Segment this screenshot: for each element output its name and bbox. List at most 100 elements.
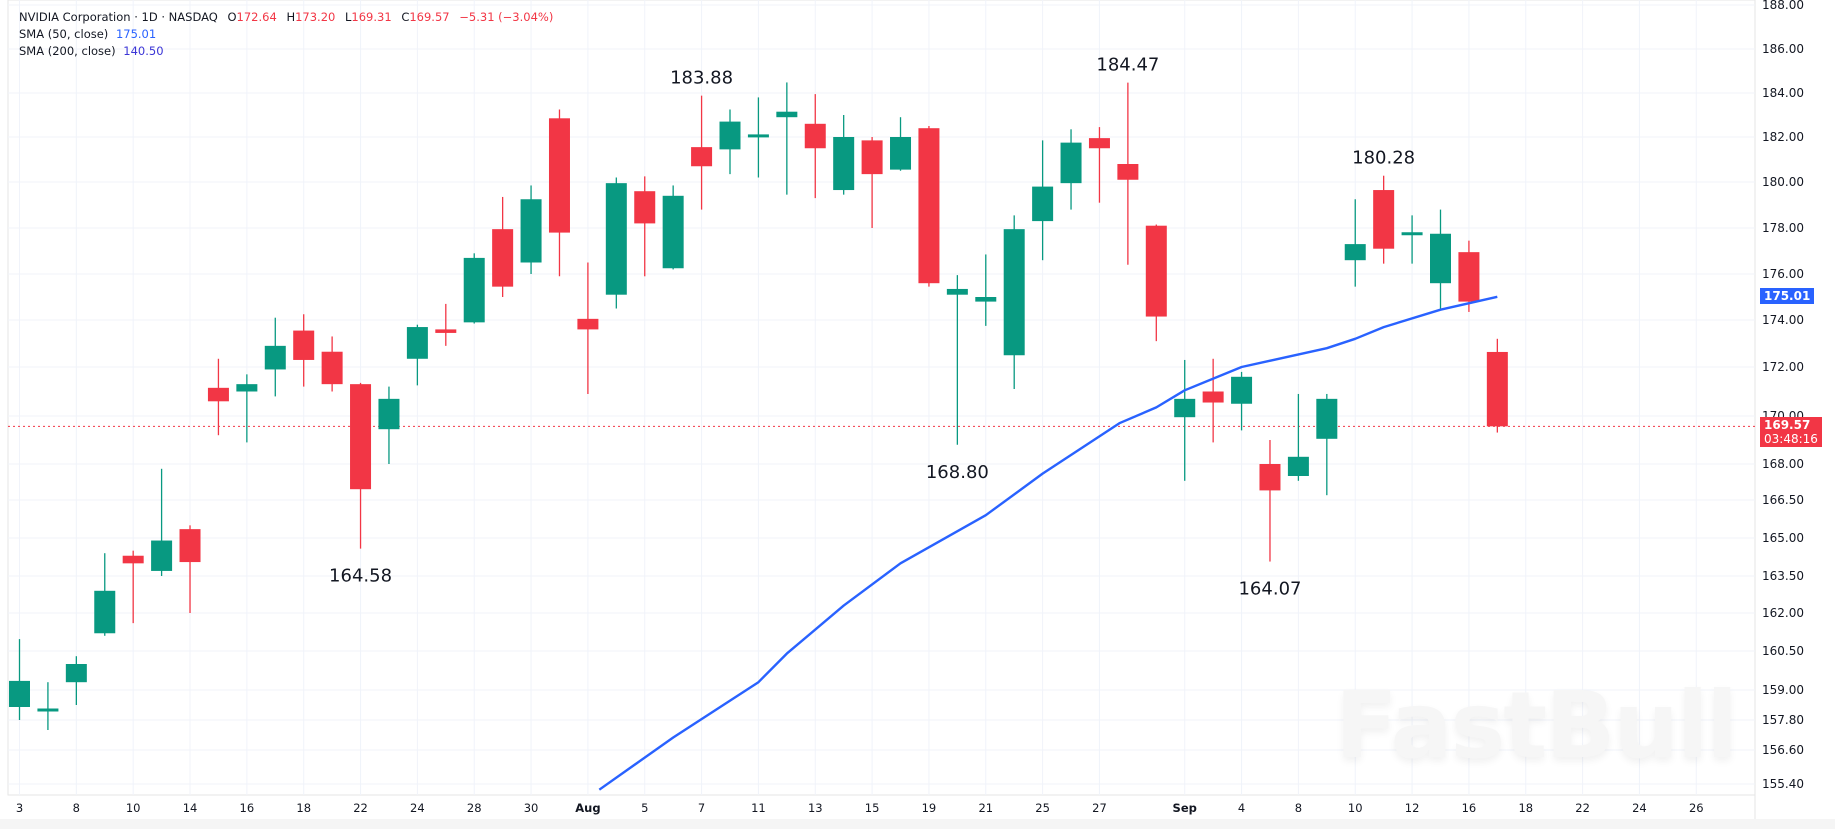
- price-tick-label: 184.00: [1762, 86, 1804, 100]
- date-tick-label: 18: [1518, 801, 1533, 815]
- price-annotations: 164.58 183.88 168.80 184.47 164.07 180.28: [329, 55, 1415, 600]
- date-tick-label: 24: [1632, 801, 1647, 815]
- last-price-value: 169.57: [1764, 418, 1811, 433]
- indicator-label: SMA (50, close): [19, 27, 109, 41]
- candles: [9, 82, 1508, 730]
- candle: [662, 185, 684, 270]
- candle: [406, 324, 428, 386]
- price-tick-label: 157.80: [1762, 713, 1804, 727]
- date-tick-label: 10: [1348, 801, 1363, 815]
- price-tick-label: 168.00: [1762, 457, 1804, 471]
- candle: [747, 97, 769, 178]
- date-tick-label: 22: [1575, 801, 1590, 815]
- bar-countdown: 03:48:16: [1764, 432, 1818, 447]
- candle: [1145, 224, 1167, 342]
- candle: [65, 656, 87, 705]
- date-tick-label: 10: [126, 801, 141, 815]
- date-tick-label: 18: [296, 801, 311, 815]
- open-value: 172.64: [236, 10, 277, 24]
- date-tick-label: 11: [751, 801, 766, 815]
- indicator-sma50[interactable]: SMA (50, close) 175.01: [19, 26, 553, 43]
- candle: [804, 94, 826, 199]
- date-tick-label: 4: [1238, 801, 1245, 815]
- date-tick-label: 19: [922, 801, 937, 815]
- candle: [1202, 358, 1224, 443]
- date-tick-label: 16: [240, 801, 255, 815]
- candle: [264, 317, 286, 397]
- high-value: 173.20: [295, 10, 336, 24]
- candle: [1117, 82, 1139, 265]
- date-tick-label: 16: [1462, 801, 1477, 815]
- price-tick-label: 188.00: [1762, 0, 1804, 12]
- date-tick-label: 28: [467, 801, 482, 815]
- candle: [634, 176, 656, 277]
- candle: [520, 185, 542, 274]
- date-tick-label: 8: [1295, 801, 1302, 815]
- candle: [861, 137, 883, 228]
- date-tick-label: 26: [1689, 801, 1704, 815]
- price-axis[interactable]: 188.00 186.00 184.00 182.00 180.00 178.00 176.…: [1762, 0, 1804, 791]
- date-tick-label: 12: [1405, 801, 1420, 815]
- candle: [1287, 393, 1309, 481]
- date-tick-label: Sep: [1173, 801, 1197, 815]
- extreme-price-label: 183.88: [670, 68, 733, 89]
- candle: [1259, 440, 1281, 562]
- date-tick-label: 30: [524, 801, 539, 815]
- candle: [1060, 129, 1082, 210]
- candle: [833, 115, 855, 195]
- sma-50-line: [598, 295, 1498, 791]
- extreme-price-label: 184.47: [1096, 55, 1159, 76]
- watermark-logo: FastBull: [1335, 672, 1738, 779]
- date-tick-label: 3: [16, 801, 23, 815]
- extreme-price-label: 180.28: [1352, 148, 1415, 169]
- candle: [492, 196, 514, 297]
- candle: [1344, 199, 1366, 287]
- low-value: 169.31: [351, 10, 392, 24]
- price-tick-label: 156.60: [1762, 743, 1804, 757]
- sma50-price-tag: 175.01: [1760, 287, 1815, 304]
- candle: [1373, 175, 1395, 264]
- candle: [293, 314, 315, 387]
- price-tick-label: 182.00: [1762, 130, 1804, 144]
- price-tick-label: 176.00: [1762, 267, 1804, 281]
- candle: [1174, 359, 1196, 481]
- indicator-sma200[interactable]: SMA (200, close) 140.50: [19, 43, 553, 60]
- price-tick-label: 174.00: [1762, 313, 1804, 327]
- candle: [691, 95, 713, 210]
- price-tick-label: 180.00: [1762, 175, 1804, 189]
- chart-legend: NVIDIA Corporation · 1D · NASDAQ O172.64…: [19, 9, 553, 60]
- date-tick-label: 7: [698, 801, 705, 815]
- extreme-price-label: 164.58: [329, 566, 392, 587]
- candle: [577, 262, 599, 394]
- indicator-value: 140.50: [123, 44, 164, 58]
- candle: [151, 468, 173, 576]
- candle: [321, 336, 343, 392]
- date-tick-label: 25: [1035, 801, 1050, 815]
- last-price-tag: 169.57 03:48:16: [1760, 417, 1822, 448]
- candle: [776, 82, 798, 195]
- candle: [179, 525, 201, 613]
- price-tick-label: 172.00: [1762, 360, 1804, 374]
- date-tick-label: 21: [978, 801, 993, 815]
- candle: [94, 553, 116, 636]
- candle: [1088, 127, 1110, 203]
- symbol-legend-row[interactable]: NVIDIA Corporation · 1D · NASDAQ O172.64…: [19, 10, 554, 24]
- date-tick-label: 15: [865, 801, 880, 815]
- price-tick-label: 178.00: [1762, 221, 1804, 235]
- candle: [1430, 209, 1451, 309]
- date-tick-label: 22: [353, 801, 368, 815]
- price-tick-label: 155.40: [1762, 777, 1804, 791]
- extreme-price-label: 164.07: [1238, 579, 1301, 600]
- price-tick-label: 162.00: [1762, 606, 1804, 620]
- candle: [1316, 393, 1338, 496]
- candle: [207, 358, 229, 436]
- indicator-value: 175.01: [115, 27, 157, 41]
- candle: [378, 386, 400, 464]
- candle: [122, 550, 144, 624]
- candle: [37, 682, 59, 730]
- candle: [9, 639, 30, 720]
- time-axis[interactable]: 3 8 10 14 16 18 22 24 28 30 Aug 5 7 11 13 15 19 21 25 27 Sep…: [16, 801, 1704, 815]
